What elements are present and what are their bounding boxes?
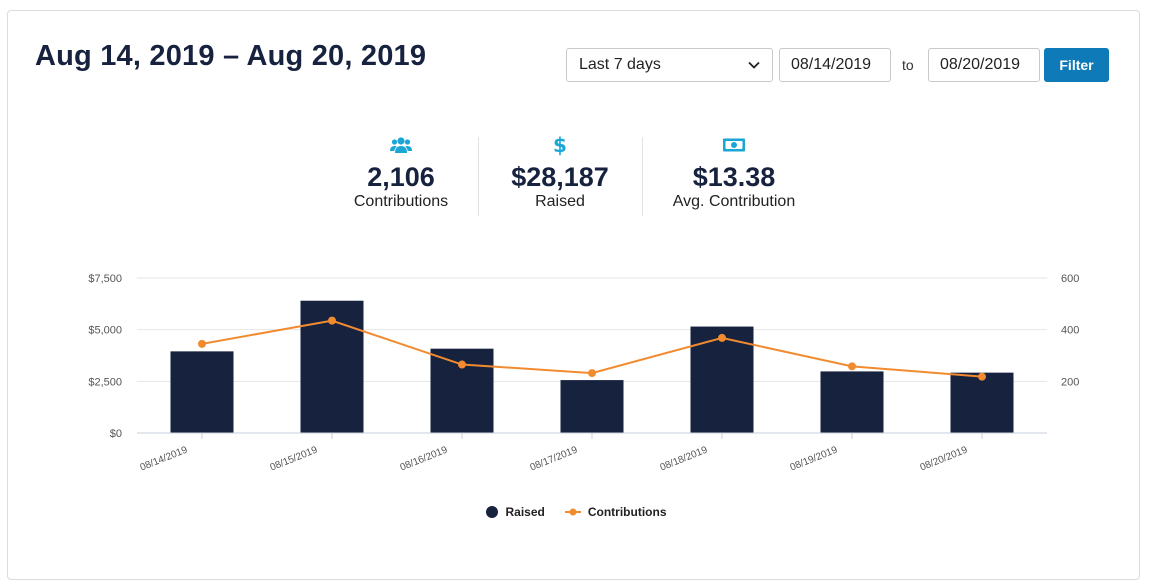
- bar-raised: [950, 372, 1014, 433]
- money-bill-icon: [665, 134, 803, 156]
- x-tick-label: 08/16/2019: [399, 444, 450, 473]
- stat-value: $13.38: [692, 162, 776, 192]
- x-tick-label: 08/18/2019: [659, 444, 710, 473]
- bar-raised: [820, 371, 884, 433]
- dashboard-card: [7, 10, 1140, 580]
- y-left-tick-label: $0: [110, 428, 122, 440]
- x-tick-label: 08/14/2019: [139, 444, 190, 473]
- point-contributions: [198, 339, 206, 348]
- x-tick-label: 08/15/2019: [269, 444, 320, 473]
- legend-label: Raised: [505, 505, 545, 519]
- dollar-icon: $: [496, 134, 624, 156]
- y-right-tick-label: 600: [1061, 273, 1079, 285]
- stat-raised: $ $28,187 Raised: [496, 134, 624, 212]
- bar-raised: [560, 380, 624, 433]
- point-contributions: [718, 333, 726, 342]
- y-left-tick-label: $2,500: [88, 376, 122, 388]
- point-contributions: [848, 362, 856, 371]
- date-range-value: Last 7 days: [579, 56, 661, 73]
- filter-button[interactable]: Filter: [1044, 48, 1109, 82]
- start-date-input[interactable]: 08/14/2019: [779, 48, 891, 82]
- stat-divider: [642, 137, 643, 216]
- stat-value: $28,187: [511, 162, 609, 192]
- stat-label: Raised: [535, 193, 585, 210]
- legend-marker-raised: [486, 506, 499, 518]
- to-label: to: [902, 57, 914, 73]
- y-left-tick-label: $5,000: [88, 325, 122, 337]
- page-title: Aug 14, 2019 – Aug 20, 2019: [35, 40, 427, 72]
- x-tick-label: 08/19/2019: [789, 444, 840, 473]
- chart-legend: Raised Contributions: [0, 505, 1153, 519]
- stat-label: Avg. Contribution: [672, 193, 796, 210]
- raised-contributions-chart: $0 $2,500 $5,000 $7,500 200 400 600 08/14/2019 0…: [88, 273, 1079, 474]
- x-tick-label: 08/20/2019: [919, 444, 970, 473]
- legend-item-contributions[interactable]: Contributions: [564, 505, 667, 519]
- legend-item-raised[interactable]: Raised: [486, 505, 545, 519]
- point-contributions: [458, 360, 466, 369]
- users-icon: [337, 134, 465, 156]
- bar-raised: [170, 351, 234, 433]
- x-tick-label: 08/17/2019: [529, 444, 580, 473]
- stat-contributions: 2,106 Contributions: [337, 134, 465, 212]
- y-left-tick-label: $7,500: [88, 273, 122, 285]
- stat-label: Contributions: [353, 193, 449, 210]
- y-right-tick-label: 200: [1061, 376, 1079, 388]
- legend-label: Contributions: [587, 505, 667, 519]
- point-contributions: [588, 369, 596, 378]
- y-right-tick-label: 400: [1061, 325, 1079, 337]
- stat-avg-contribution: $13.38 Avg. Contribution: [665, 134, 803, 212]
- chevron-down-icon: [748, 61, 760, 69]
- legend-marker-contributions: [564, 508, 581, 516]
- stat-divider: [478, 137, 479, 216]
- end-date-input[interactable]: 08/20/2019: [928, 48, 1040, 82]
- point-contributions: [978, 372, 986, 381]
- svg-text:$: $: [553, 134, 567, 156]
- date-range-select[interactable]: Last 7 days: [566, 48, 773, 82]
- point-contributions: [328, 316, 336, 325]
- stat-value: 2,106: [367, 162, 435, 192]
